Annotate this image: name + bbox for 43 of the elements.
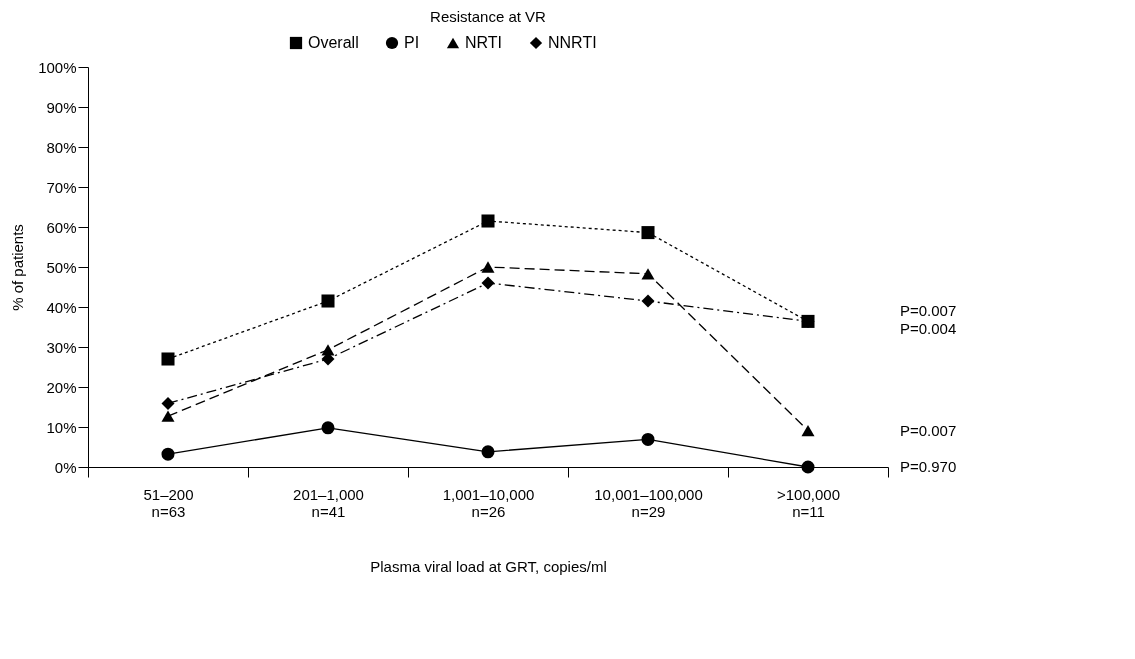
y-axis-title: % of patients [9,224,27,311]
text: P=0.970 [900,458,957,475]
point [481,276,495,290]
y-tick-label: 50% [46,258,77,276]
y-tick-label: 60% [46,218,77,236]
point [481,445,495,459]
text: P=0.007 [900,422,957,439]
text: P=0.004 [900,320,957,337]
point [161,447,175,461]
point [641,294,655,308]
legend-label: Overall [308,34,359,51]
point [321,421,335,435]
text: P=0.007 [900,302,957,319]
y-tick-label: 30% [46,338,77,356]
x-axis-title: Plasma viral load at GRT, copies/ml [370,557,607,575]
point [641,432,655,446]
x-tick-label: 10,001–100,000 n=29 [594,485,703,520]
y-tick-label: 10% [46,418,77,436]
y-tick-label: 20% [46,378,77,396]
point [321,294,335,308]
point [481,261,495,273]
y-tick-label: 70% [46,178,77,196]
point [161,396,175,410]
legend-label: NNRTI [548,34,597,51]
y-tick-label: 80% [46,138,77,156]
x-tick-label: 201–1,000 n=41 [293,485,364,520]
x-tick-label: 51–200 n=63 [143,485,194,520]
point [801,424,815,437]
x-tick-label: 1,001–10,000 n=26 [442,485,535,520]
y-tick-label: 0% [54,458,77,476]
chart-title: Resistance at VR [430,8,547,25]
legend-label: PI [404,34,420,51]
point [161,410,175,422]
point [641,226,655,240]
y-tick-label: 40% [46,298,77,316]
legend-label: NRTI [465,34,503,51]
point [161,352,175,366]
y-tick-label: 100% [38,58,77,76]
x-tick-label: >100,000 n=11 [777,485,840,520]
y-tick-label: 90% [46,98,77,116]
point [481,214,495,228]
point [801,460,815,474]
point [641,268,655,280]
